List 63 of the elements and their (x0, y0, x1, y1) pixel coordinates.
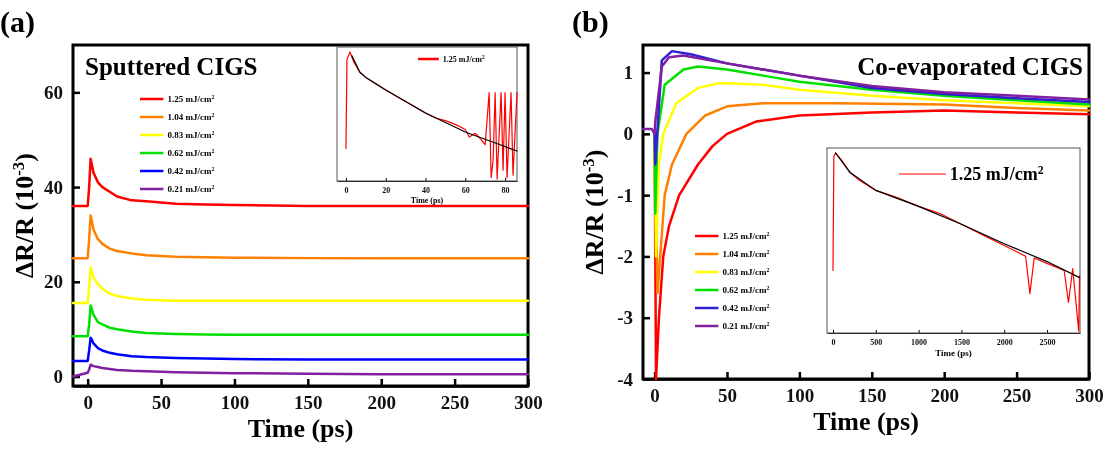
x-tick-label: 20 (382, 185, 391, 195)
legend-label: 1.25 mJ/cm$^{2}$ (722, 231, 770, 242)
x-tick-label: 80 (501, 185, 510, 195)
x-tick-label: 2000 (996, 337, 1013, 347)
annotation: Co-evaporated CIGS (857, 53, 1083, 80)
line-series (641, 54, 1091, 136)
x-axis-title: Time (ps) (410, 196, 444, 205)
x-tick-label: 300 (1075, 385, 1104, 407)
x-tick-label: 0 (344, 185, 349, 195)
line-series (71, 214, 530, 260)
legend-label: 0.21 mJ/cm$^{2}$ (167, 184, 215, 195)
y-tick-label: 0 (53, 366, 63, 388)
x-tick-label: 300 (514, 392, 543, 414)
y-tick-label: 0 (623, 123, 633, 145)
x-tick-label: 0 (83, 392, 93, 414)
line-series (71, 266, 530, 305)
x-tick-label: 250 (1002, 385, 1032, 407)
x-tick-label: 60 (461, 185, 470, 195)
line-series (71, 336, 530, 363)
x-axis-title: Time (ps) (813, 407, 919, 436)
x-tick-label: 100 (785, 385, 815, 407)
line-series (71, 157, 530, 208)
legend-label: 1.25 mJ/cm$^{2}$ (949, 163, 1044, 185)
x-tick-label: 200 (930, 385, 959, 407)
x-tick-label: 40 (422, 185, 431, 195)
chart-title: (b) (572, 5, 609, 39)
x-tick-label: 2500 (1039, 337, 1056, 347)
legend-label: 0.62 mJ/cm$^{2}$ (722, 285, 770, 296)
x-tick-label: 1500 (953, 337, 970, 347)
annotation: Sputtered CIGS (85, 53, 258, 80)
x-tick-label: 0 (650, 385, 660, 407)
legend-label: 0.62 mJ/cm$^{2}$ (167, 148, 215, 159)
x-tick-label: 1000 (911, 337, 928, 347)
legend-label: 1.25 mJ/cm$^{2}$ (442, 53, 485, 64)
x-tick-label: 150 (858, 385, 887, 407)
legend-label: 0.83 mJ/cm$^{2}$ (722, 267, 770, 278)
y-tick-label: 20 (44, 271, 63, 293)
chart-title: (a) (0, 5, 35, 39)
y-tick-label: 60 (44, 81, 63, 103)
legend-label: 1.04 mJ/cm$^{2}$ (167, 112, 215, 123)
x-tick-label: 250 (440, 392, 470, 414)
legend-label: 0.83 mJ/cm$^{2}$ (167, 130, 215, 141)
x-axis-title: Time (ps) (247, 414, 354, 443)
x-tick-label: 500 (870, 337, 883, 347)
x-tick-label: 50 (152, 392, 172, 414)
x-tick-label: 200 (367, 392, 396, 414)
legend-label: 0.42 mJ/cm$^{2}$ (167, 166, 215, 177)
legend-label: 0.42 mJ/cm$^{2}$ (722, 303, 770, 314)
y-tick-label: -1 (617, 184, 633, 206)
legend-label: 0.21 mJ/cm$^{2}$ (722, 321, 770, 332)
line-series (71, 304, 530, 338)
x-tick-label: 50 (717, 385, 737, 407)
x-tick-label: 150 (294, 392, 323, 414)
y-tick-label: -3 (617, 307, 633, 329)
y-tick-label: 1 (623, 62, 633, 84)
x-tick-label: 0 (831, 337, 836, 347)
x-axis-title: Time (ps) (935, 348, 972, 358)
line-series (71, 363, 530, 378)
y-tick-label: -2 (617, 246, 633, 268)
legend-label: 1.25 mJ/cm$^{2}$ (167, 94, 215, 105)
legend-label: 1.04 mJ/cm$^{2}$ (722, 249, 770, 260)
y-tick-label: -4 (617, 368, 634, 390)
x-tick-label: 100 (220, 392, 250, 414)
